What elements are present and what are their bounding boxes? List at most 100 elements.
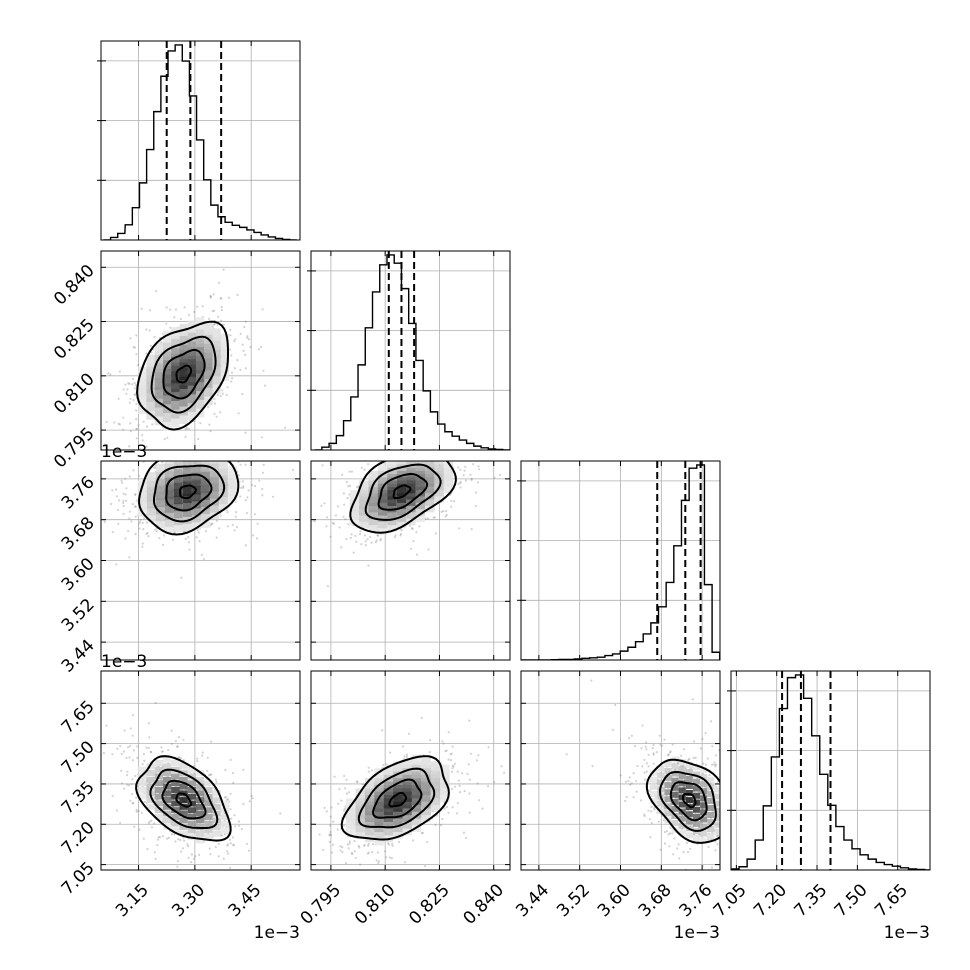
- scatter-point: [721, 796, 723, 798]
- scatter-point: [426, 517, 429, 520]
- scatter-point: [348, 470, 351, 473]
- scatter-point: [184, 428, 187, 431]
- density-cell: [396, 499, 407, 510]
- scatter-point: [640, 747, 643, 750]
- scatter-point: [201, 754, 204, 757]
- scatter-point: [127, 530, 130, 533]
- scatter-point: [341, 846, 344, 849]
- scatter-point: [456, 770, 459, 773]
- scatter-point: [459, 486, 462, 489]
- density-cell: [434, 461, 444, 465]
- scatter-point: [403, 755, 406, 758]
- density-cell: [196, 343, 205, 356]
- density-cell: [173, 467, 183, 477]
- scatter-point: [196, 454, 198, 456]
- scatter-point: [174, 308, 178, 311]
- scatter-point: [472, 463, 475, 466]
- scatter-point: [723, 841, 725, 843]
- density-cell: [171, 397, 180, 410]
- density-cell: [196, 817, 205, 824]
- scatter-point: [453, 785, 457, 788]
- scatter-point: [442, 510, 445, 513]
- scatter-point: [415, 553, 419, 556]
- scatter-point: [653, 806, 656, 810]
- scatter-point: [363, 843, 366, 846]
- scatter-point: [325, 516, 328, 519]
- density-cell: [154, 413, 163, 426]
- scatter-point: [393, 458, 395, 460]
- scatter-point: [232, 772, 235, 775]
- density-cell: [154, 813, 163, 820]
- scatter-point: [137, 474, 141, 477]
- scatter-point: [150, 819, 153, 822]
- scatter-point: [211, 310, 214, 313]
- scatter-point: [192, 436, 194, 438]
- scatter-point: [503, 771, 506, 774]
- scatter-point: [129, 422, 132, 425]
- scatter-point: [340, 546, 343, 549]
- scatter-point: [128, 756, 131, 759]
- scatter-point: [370, 769, 374, 772]
- scatter-point: [284, 426, 287, 429]
- scatter-point: [737, 838, 739, 840]
- scatter-point: [614, 703, 617, 707]
- density-cell: [179, 830, 188, 837]
- scatter-point: [415, 531, 418, 534]
- scatter-point: [188, 548, 191, 551]
- scatter-point: [342, 492, 345, 495]
- scatter-point: [477, 458, 479, 460]
- scatter-point: [189, 457, 191, 459]
- scatter-point: [218, 527, 221, 530]
- density-cell: [364, 811, 375, 822]
- density-cell: [218, 502, 228, 512]
- density-cell: [171, 415, 180, 428]
- scatter-point: [234, 510, 238, 514]
- scatter-point: [161, 439, 163, 441]
- scatter-point: [377, 860, 380, 863]
- scatter-point: [145, 746, 148, 749]
- scatter-point: [481, 436, 483, 438]
- density-cell: [415, 467, 425, 478]
- scatter-point: [188, 457, 190, 459]
- density-cell: [220, 800, 230, 807]
- scatter-point: [129, 397, 132, 400]
- scatter-point: [171, 457, 173, 459]
- scatter-point: [433, 516, 436, 519]
- scatter-point: [115, 809, 118, 812]
- density-cell: [179, 824, 188, 830]
- scatter-point: [222, 857, 225, 860]
- scatter-point: [162, 543, 165, 547]
- scatter-point: [477, 754, 480, 757]
- scatter-point: [140, 811, 143, 814]
- scatter-point: [420, 452, 422, 454]
- density-cell: [146, 389, 155, 402]
- scatter-point: [650, 821, 654, 825]
- scatter-point: [235, 455, 237, 457]
- scatter-point: [715, 763, 718, 766]
- scatter-point: [129, 799, 132, 802]
- density-cell: [402, 791, 412, 802]
- scatter-point: [213, 412, 216, 415]
- scatter-point: [710, 720, 713, 723]
- scatter-point: [146, 848, 149, 851]
- density-cell: [182, 522, 192, 531]
- density-cell: [227, 473, 237, 482]
- density-cell: [196, 777, 205, 783]
- scatter-point: [329, 815, 332, 818]
- density-cell: [406, 464, 416, 475]
- scatter-point: [367, 851, 370, 854]
- density-cell: [434, 461, 444, 471]
- scatter-point: [244, 494, 246, 496]
- density-cell: [396, 506, 407, 516]
- scatter-point: [133, 505, 136, 508]
- scatter-point: [447, 451, 449, 453]
- scatter-point: [713, 761, 716, 764]
- density-cell: [182, 487, 192, 496]
- scatter-point: [209, 524, 212, 527]
- density-cell: [387, 483, 397, 494]
- density-cell: [443, 464, 454, 474]
- density-cell: [387, 502, 397, 513]
- density-cell: [164, 511, 174, 520]
- scatter-point: [145, 532, 148, 536]
- scatter-point: [409, 547, 412, 550]
